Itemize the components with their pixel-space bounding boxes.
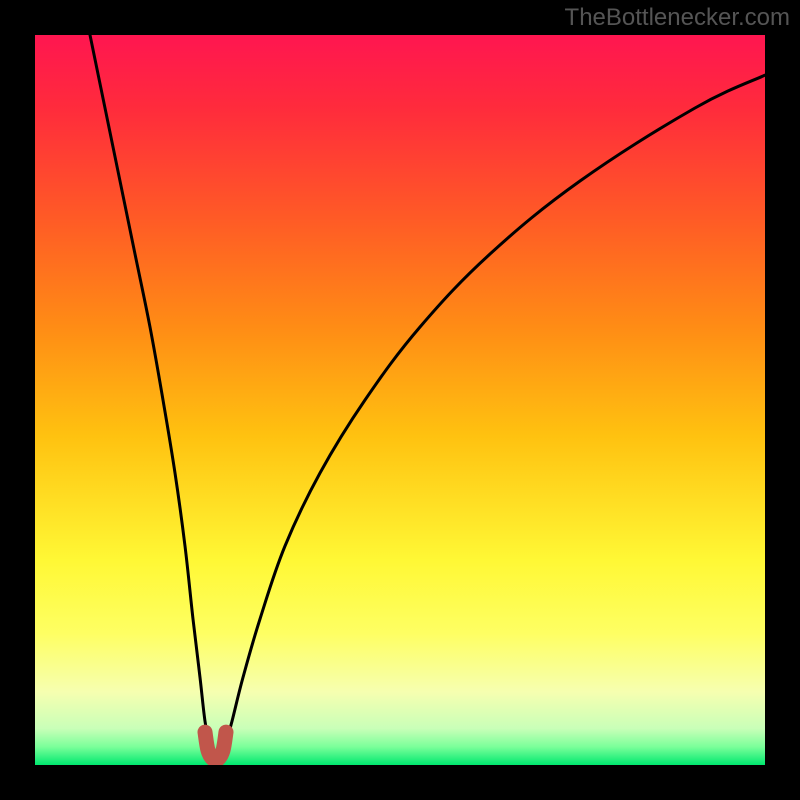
watermark-text: TheBottlenecker.com	[565, 4, 790, 32]
chart-background	[35, 35, 765, 765]
chart-container: TheBottlenecker.com	[0, 0, 800, 800]
bottleneck-chart	[35, 35, 765, 765]
